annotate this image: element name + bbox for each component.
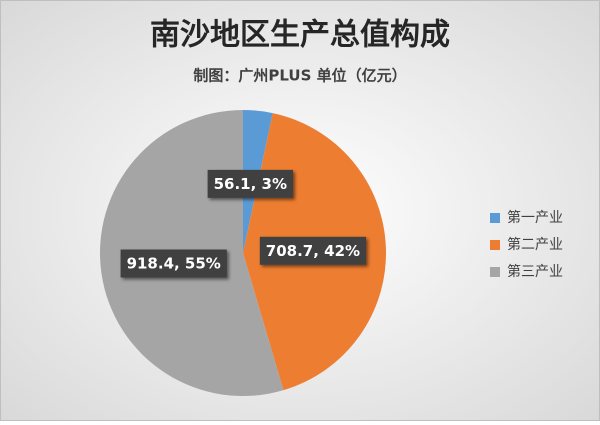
data-label: 708.7, 42%: [266, 242, 360, 260]
chart-title: 南沙地区生产总值构成: [150, 18, 450, 53]
data-label-box: [120, 249, 227, 278]
chart-subtitle: 制图：广州PLUS 单位（亿元）: [193, 67, 406, 85]
legend-label: 第二产业: [507, 236, 563, 253]
legend-label: 第一产业: [507, 209, 563, 226]
legend-swatch: [490, 240, 500, 250]
legend-swatch: [490, 267, 500, 277]
data-label-box: [207, 169, 294, 198]
data-label-group: 918.4, 55%: [120, 249, 227, 278]
data-label: 918.4, 55%: [127, 254, 221, 272]
legend-label: 第三产业: [507, 263, 563, 280]
legend-swatch: [490, 213, 500, 223]
data-label-box: [259, 236, 367, 265]
data-label-group: 56.1, 3%: [207, 169, 294, 198]
data-label: 56.1, 3%: [214, 175, 287, 193]
data-label-group: 708.7, 42%: [259, 236, 367, 265]
